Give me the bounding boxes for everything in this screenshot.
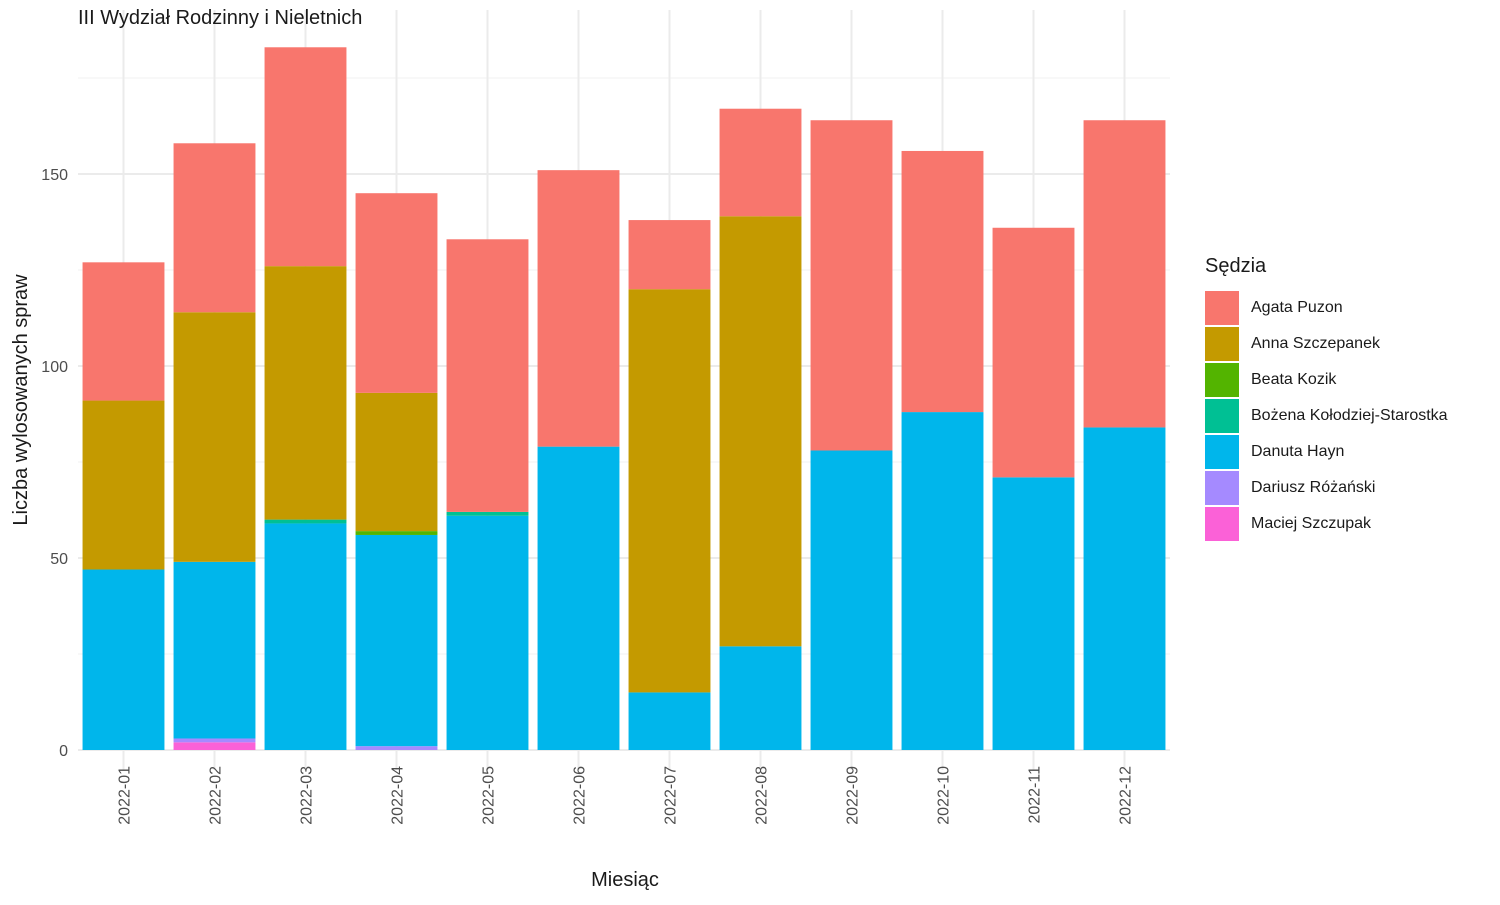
legend-item: Bożena Kołodziej-Starostka	[1205, 398, 1448, 434]
x-tick-label: 2022-07	[663, 766, 680, 825]
bar-segment	[173, 143, 256, 313]
legend-swatch	[1205, 291, 1239, 325]
legend-item: Danuta Hayn	[1205, 434, 1448, 470]
legend-label: Anna Szczepanek	[1251, 335, 1380, 352]
bar-segment	[1083, 120, 1166, 428]
legend-swatch	[1205, 435, 1239, 469]
bar-segment	[628, 220, 711, 290]
legend-swatch	[1205, 327, 1239, 361]
bar-segment	[173, 738, 256, 743]
x-tick-label: 2022-09	[845, 766, 862, 825]
bar-segment	[537, 446, 620, 750]
x-tick-label: 2022-12	[1118, 766, 1135, 825]
bar-segment	[901, 412, 984, 750]
bar-segment	[992, 227, 1075, 478]
y-tick-label: 100	[41, 359, 68, 376]
bar-segment	[719, 108, 802, 217]
legend-label: Maciej Szczupak	[1251, 515, 1372, 532]
legend-item: Dariusz Różański	[1205, 470, 1448, 506]
y-axis-title: Liczba wylosowanych spraw	[10, 274, 32, 526]
x-tick-label: 2022-05	[481, 766, 498, 825]
chart-title: III Wydział Rodzinny i Nieletnich	[78, 7, 363, 29]
x-tick-label: 2022-10	[936, 766, 953, 825]
legend-label: Bożena Kołodziej-Starostka	[1251, 407, 1448, 424]
x-axis-title: Miesiąc	[591, 869, 659, 891]
bar-segment	[1083, 427, 1166, 750]
legend-item: Agata Puzon	[1205, 290, 1448, 326]
x-tick-label: 2022-04	[390, 766, 407, 825]
bar-segment	[628, 289, 711, 693]
bar-segment	[82, 400, 165, 570]
legend-swatch	[1205, 399, 1239, 433]
bar-segment	[173, 561, 256, 739]
bar-segment	[264, 47, 347, 267]
bar-segment	[810, 450, 893, 750]
legend-item: Beata Kozik	[1205, 362, 1448, 398]
bar-segment	[446, 239, 529, 512]
legend-label: Agata Puzon	[1251, 299, 1343, 316]
bar-segment	[355, 193, 438, 393]
legend-swatch	[1205, 363, 1239, 397]
legend-label: Dariusz Różański	[1251, 479, 1376, 496]
y-tick-label: 0	[59, 743, 68, 760]
bar-segment	[901, 150, 984, 413]
bar-segment	[264, 266, 347, 520]
bar-segment	[173, 312, 256, 562]
bar-segment	[355, 392, 438, 532]
legend-label: Beata Kozik	[1251, 371, 1337, 388]
legend-swatch	[1205, 471, 1239, 505]
legend-item: Maciej Szczupak	[1205, 506, 1448, 542]
bar-segment	[810, 120, 893, 451]
x-tick-label: 2022-06	[572, 766, 589, 825]
legend-swatch	[1205, 507, 1239, 541]
bar-segment	[446, 511, 529, 516]
x-tick-label: 2022-03	[299, 766, 316, 825]
bar-segment	[628, 692, 711, 750]
bar-segment	[264, 523, 347, 750]
legend-label: Danuta Hayn	[1251, 443, 1345, 460]
bar-segment	[355, 531, 438, 535]
x-tick-label: 2022-08	[754, 766, 771, 825]
bar-segment	[82, 262, 165, 401]
bar-segment	[173, 742, 256, 750]
bar-segment	[719, 646, 802, 750]
legend-items: Agata Puzon Anna Szczepanek Beata Kozik Boż…	[1205, 290, 1448, 542]
bar-segment	[355, 746, 438, 750]
x-tick-label: 2022-11	[1027, 766, 1044, 824]
bar-segment	[719, 216, 802, 647]
x-tick-label: 2022-01	[117, 766, 134, 825]
y-tick-label: 150	[41, 167, 68, 184]
y-tick-label: 50	[50, 551, 68, 568]
bar-segment	[264, 519, 347, 524]
bar-segment	[992, 477, 1075, 750]
x-tick-label: 2022-02	[208, 766, 225, 825]
legend: Sędzia Agata Puzon Anna Szczepanek Beata K…	[1205, 255, 1448, 542]
legend-title: Sędzia	[1205, 255, 1267, 277]
bar-segment	[82, 569, 165, 750]
bar-segment	[537, 170, 620, 447]
bar-segment	[446, 515, 529, 750]
legend-item: Anna Szczepanek	[1205, 326, 1448, 362]
bar-segment	[355, 534, 438, 747]
